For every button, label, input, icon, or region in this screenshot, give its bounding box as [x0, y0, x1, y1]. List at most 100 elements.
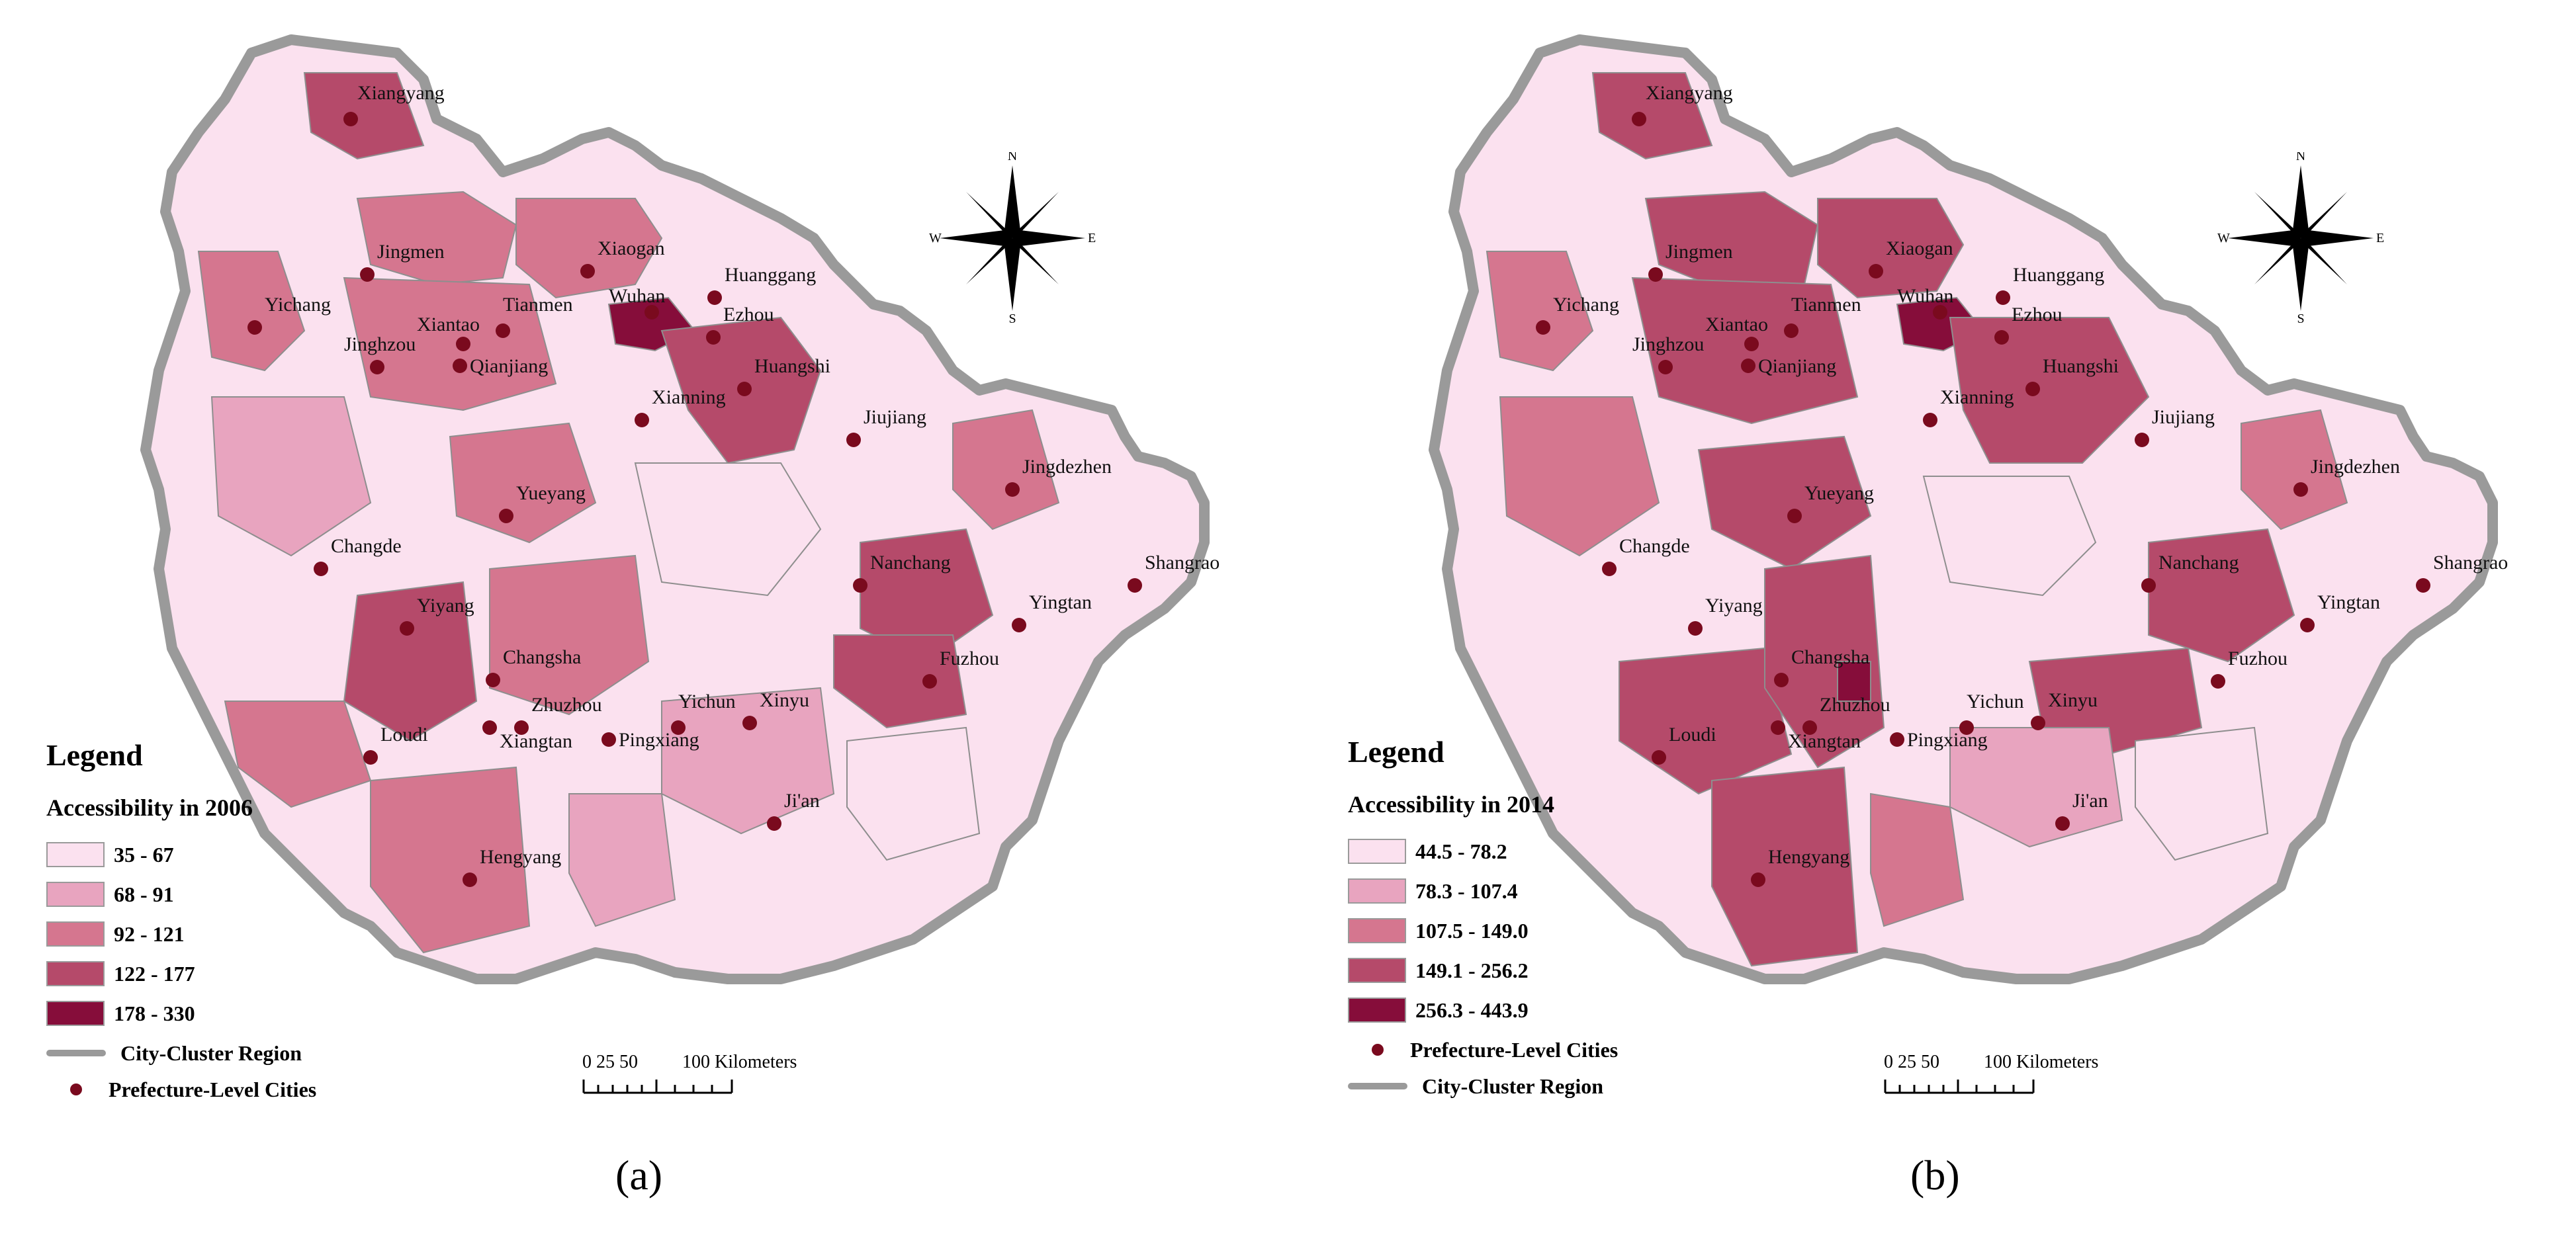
compass-w: W	[2217, 231, 2230, 245]
district	[1949, 727, 2123, 848]
city-label: Jiujiang	[2152, 406, 2215, 428]
city-marker	[360, 267, 375, 282]
district	[2241, 409, 2348, 531]
city-marker	[1005, 482, 1020, 497]
city-label: Huanggang	[2013, 264, 2104, 286]
city-label: Huanggang	[725, 264, 816, 286]
compass-e: E	[2376, 231, 2384, 245]
district	[1837, 661, 1871, 702]
legend-swatch	[1348, 998, 1406, 1023]
city-label: Loudi	[380, 724, 428, 745]
city-label: Yiyang	[417, 595, 474, 616]
legend-class: 35 - 67	[46, 840, 174, 869]
city-label: Yichang	[1553, 294, 1619, 316]
legend-swatch	[1348, 878, 1406, 904]
city-label: Jinghzou	[1632, 333, 1704, 355]
city-marker	[2416, 578, 2430, 593]
city-label: Ezhou	[2012, 304, 2063, 325]
city-marker	[1688, 621, 1703, 636]
compass-rose-icon: N S W E	[2217, 152, 2384, 324]
city-label: Pingxiang	[619, 729, 699, 751]
district	[568, 793, 676, 927]
city-marker	[2293, 482, 2308, 497]
district	[1711, 766, 1859, 967]
city-label: Qianjiang	[1758, 355, 1836, 377]
city-marker	[1890, 732, 1904, 747]
city-label: Xiantao	[417, 314, 480, 335]
city-marker	[314, 562, 328, 576]
city-label: Jingdezhen	[2311, 456, 2400, 478]
city-label: Nanchang	[870, 552, 951, 574]
compass-s: S	[1008, 312, 1016, 324]
city-marker	[1128, 578, 1142, 593]
district	[356, 191, 517, 286]
city-label: Xiangtan	[1788, 730, 1861, 752]
city-marker	[2300, 618, 2315, 632]
legend-swatch	[46, 961, 105, 986]
city-label: Changde	[331, 535, 402, 557]
city-label: Jingmen	[1666, 241, 1733, 263]
city-marker	[363, 750, 378, 765]
city-label: Xinyu	[2048, 689, 2098, 711]
legend-class: 122 - 177	[46, 959, 195, 988]
city-label: Changsha	[1791, 646, 1869, 668]
city-marker	[2055, 816, 2070, 831]
district	[2135, 726, 2269, 861]
city-marker	[247, 320, 262, 335]
city-marker	[482, 720, 497, 735]
district	[1870, 792, 1965, 927]
city-marker	[2025, 382, 2040, 396]
compass-w: W	[929, 231, 942, 245]
legend-swatch	[1348, 839, 1406, 864]
legend-swatch	[1348, 958, 1406, 983]
district	[1764, 554, 1885, 769]
city-marker	[1012, 618, 1026, 632]
district	[661, 687, 835, 835]
district	[860, 528, 994, 663]
district	[1499, 396, 1660, 557]
city-marker	[635, 413, 649, 427]
city-marker	[486, 673, 500, 687]
legend-swatch	[46, 882, 105, 907]
scale-bar-icon	[1884, 1080, 2035, 1094]
city-marker	[2031, 716, 2045, 730]
city-label: Jingdezhen	[1022, 456, 1112, 478]
city-label: Loudi	[1669, 724, 1716, 745]
city-label: Xinyu	[760, 689, 809, 711]
city-marker	[1994, 330, 2009, 345]
city-label: Xiangyang	[357, 82, 445, 104]
city-marker	[1658, 360, 1673, 374]
city-marker	[644, 305, 659, 319]
city-label: Xianning	[1940, 386, 2014, 408]
city-label: Changsha	[503, 646, 581, 668]
district	[846, 726, 981, 861]
city-marker	[1784, 323, 1799, 338]
city-label: Xianning	[652, 386, 726, 408]
legend-swatch	[46, 842, 105, 867]
region-line-icon	[46, 1050, 106, 1056]
scale-end: 100 Kilometers	[1984, 1052, 2099, 1072]
city-marker	[707, 290, 722, 305]
district	[952, 409, 1060, 531]
city-marker	[1648, 267, 1663, 282]
district	[1922, 476, 2097, 597]
city-marker	[1869, 264, 1883, 278]
compass-s: S	[2297, 312, 2304, 324]
city-label: Xiangtan	[500, 730, 572, 752]
district	[343, 276, 557, 411]
city-marker	[370, 360, 384, 374]
city-label: Jiujiang	[864, 406, 926, 428]
scale-ticks: 0 25 50	[1884, 1052, 1939, 1072]
city-label: Yichun	[1967, 691, 2024, 712]
city-label: Yueyang	[516, 482, 586, 504]
legend-class: 78.3 - 107.4	[1348, 876, 1518, 906]
city-label: Xiantao	[1705, 314, 1768, 335]
city-marker	[496, 323, 510, 338]
district	[2148, 528, 2295, 663]
scale-bar: 0 25 50 100 Kilometers	[1884, 1052, 2098, 1095]
district	[1817, 198, 1965, 299]
city-label: Changde	[1619, 535, 1690, 557]
city-markers-b: Xiangyang Jingmen Xiaogan Huanggang Yichang T…	[1536, 82, 2508, 887]
city-label: Fuzhou	[2228, 648, 2287, 669]
scale-bar-icon	[582, 1080, 733, 1094]
